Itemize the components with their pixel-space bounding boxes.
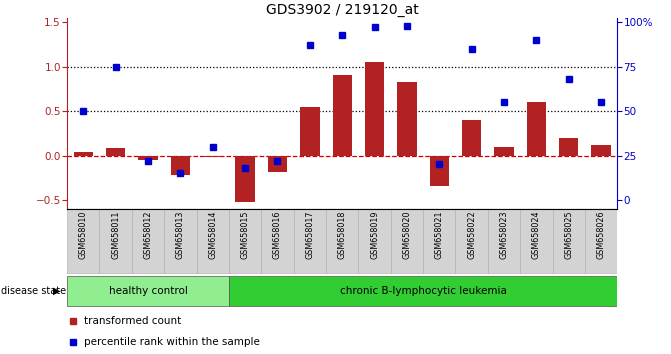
Text: GSM658012: GSM658012 xyxy=(144,211,152,259)
Text: GSM658017: GSM658017 xyxy=(305,211,314,259)
Bar xyxy=(488,209,520,274)
Bar xyxy=(391,209,423,274)
Bar xyxy=(429,155,449,186)
Bar xyxy=(106,148,125,155)
Text: GSM658016: GSM658016 xyxy=(273,211,282,259)
Bar xyxy=(462,120,481,155)
Bar xyxy=(300,107,319,155)
Bar xyxy=(164,209,197,274)
Text: transformed count: transformed count xyxy=(84,316,181,326)
Bar xyxy=(527,102,546,155)
Bar xyxy=(365,62,384,155)
Bar xyxy=(203,155,223,157)
Bar xyxy=(268,155,287,172)
Bar xyxy=(495,147,514,155)
Title: GDS3902 / 219120_at: GDS3902 / 219120_at xyxy=(266,3,419,17)
Bar xyxy=(326,209,358,274)
Bar xyxy=(74,152,93,155)
Text: GSM658024: GSM658024 xyxy=(532,211,541,259)
Bar xyxy=(520,209,553,274)
Text: GSM658022: GSM658022 xyxy=(467,211,476,259)
Bar xyxy=(99,209,132,274)
Text: disease state: disease state xyxy=(1,286,66,296)
Bar xyxy=(261,209,294,274)
Bar xyxy=(559,138,578,155)
Text: GSM658014: GSM658014 xyxy=(208,211,217,259)
Text: GSM658025: GSM658025 xyxy=(564,211,573,259)
Bar xyxy=(456,209,488,274)
Bar xyxy=(170,155,190,175)
Text: ▶: ▶ xyxy=(53,286,60,296)
Bar xyxy=(585,209,617,274)
Bar xyxy=(138,155,158,160)
Bar xyxy=(358,209,391,274)
Bar xyxy=(423,209,456,274)
Bar xyxy=(333,75,352,155)
Text: healthy control: healthy control xyxy=(109,286,187,296)
Bar xyxy=(397,82,417,155)
Bar xyxy=(67,209,99,274)
Text: GSM658013: GSM658013 xyxy=(176,211,185,259)
Bar xyxy=(67,276,229,306)
Text: GSM658010: GSM658010 xyxy=(79,211,88,259)
Text: GSM658020: GSM658020 xyxy=(403,211,411,259)
Text: chronic B-lymphocytic leukemia: chronic B-lymphocytic leukemia xyxy=(340,286,507,296)
Text: GSM658015: GSM658015 xyxy=(241,211,250,259)
Text: GSM658018: GSM658018 xyxy=(338,211,347,259)
Text: GSM658021: GSM658021 xyxy=(435,211,444,259)
Bar xyxy=(197,209,229,274)
Bar xyxy=(236,155,255,202)
Bar xyxy=(229,209,261,274)
Bar xyxy=(229,276,617,306)
Bar xyxy=(294,209,326,274)
Text: GSM658019: GSM658019 xyxy=(370,211,379,259)
Bar xyxy=(132,209,164,274)
Text: GSM658011: GSM658011 xyxy=(111,211,120,259)
Text: GSM658023: GSM658023 xyxy=(499,211,509,259)
Bar xyxy=(591,145,611,155)
Text: percentile rank within the sample: percentile rank within the sample xyxy=(84,337,260,348)
Text: GSM658026: GSM658026 xyxy=(597,211,606,259)
Bar xyxy=(553,209,585,274)
